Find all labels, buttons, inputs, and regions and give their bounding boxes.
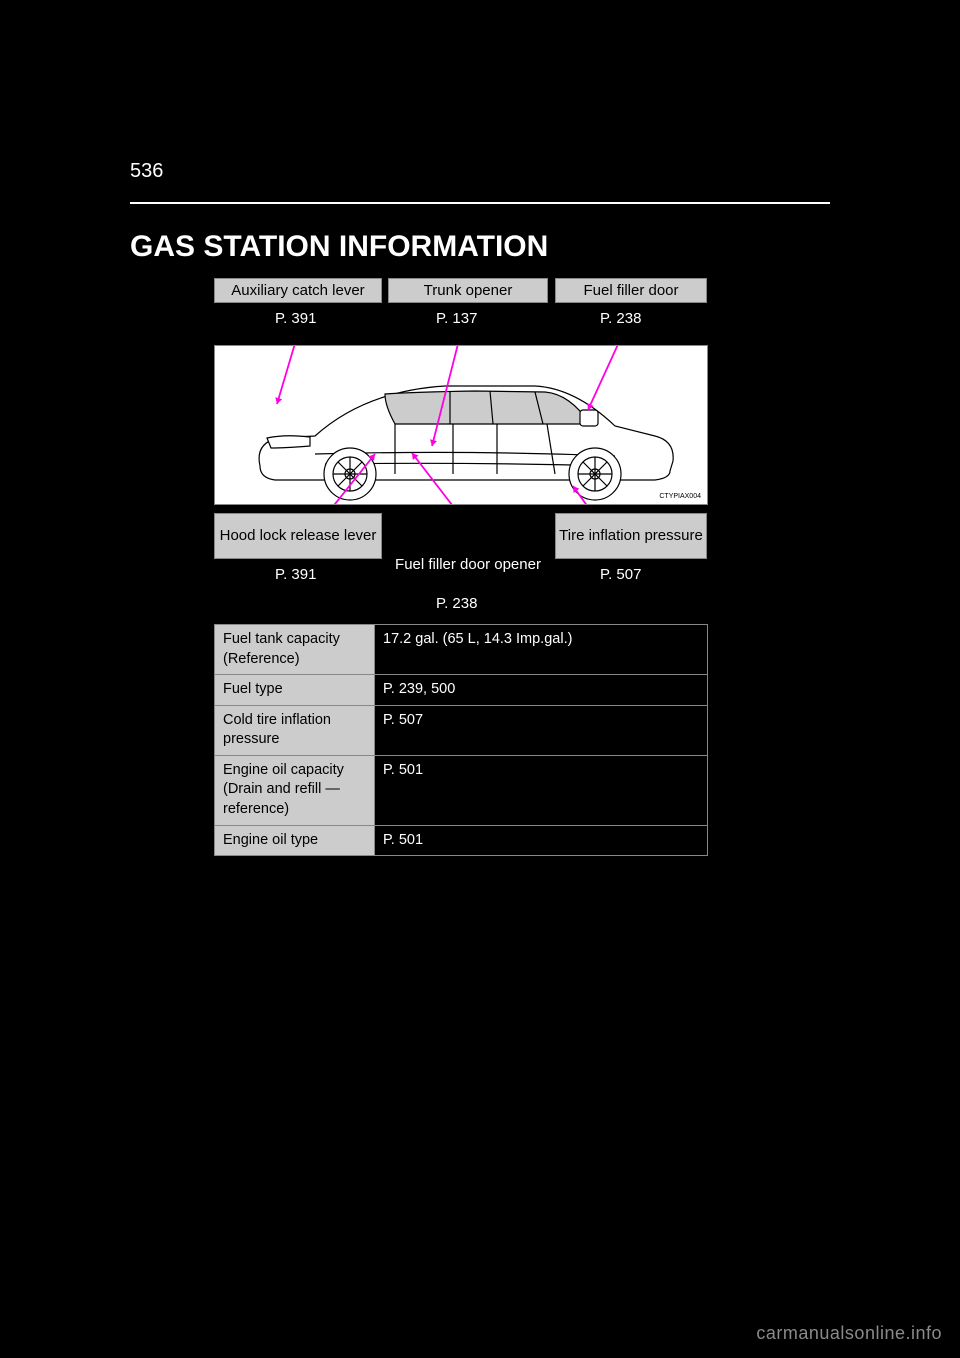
spec-label: Engine oil type [215,825,375,856]
spec-label: Fuel type [215,675,375,706]
watermark: carmanualsonline.info [756,1323,942,1344]
spec-value: P. 501 [375,825,708,856]
label-trunk-opener: Trunk opener [388,278,548,303]
rule [130,202,830,204]
table-row: Engine oil capacity (Drain and refill — … [215,755,708,825]
table-row: Fuel typeP. 239, 500 [215,675,708,706]
spec-table: Fuel tank capacity (Reference)17.2 gal. … [214,624,708,856]
label-hood-lock: Hood lock release lever [214,513,382,559]
ref-fuel-filler-opener: P. 238 [436,595,477,612]
car-diagram: CTYPIAX004 [214,345,708,505]
table-row: Engine oil typeP. 501 [215,825,708,856]
spec-value: 17.2 gal. (65 L, 14.3 Imp.gal.) [375,625,708,675]
table-row: Cold tire inflation pressureP. 507 [215,705,708,755]
car-svg [215,346,708,505]
spec-label: Fuel tank capacity (Reference) [215,625,375,675]
spec-label: Engine oil capacity (Drain and refill — … [215,755,375,825]
label-aux-catch: Auxiliary catch lever [214,278,382,303]
table-row: Fuel tank capacity (Reference)17.2 gal. … [215,625,708,675]
spec-value: P. 501 [375,755,708,825]
ref-hood-lock: P. 391 [275,566,316,583]
label-fuel-filler: Fuel filler door [555,278,707,303]
spec-value: P. 507 [375,705,708,755]
ref-aux-catch: P. 391 [275,310,316,327]
diagram-code: CTYPIAX004 [659,493,701,500]
page-number: 536 [130,160,163,183]
section-title: GAS STATION INFORMATION [130,230,548,264]
spec-value: P. 239, 500 [375,675,708,706]
spec-label: Cold tire inflation pressure [215,705,375,755]
ref-tire-inflation: P. 507 [600,566,641,583]
ref-fuel-filler: P. 238 [600,310,641,327]
label-tire-inflation: Tire inflation pressure [555,513,707,559]
ref-trunk-opener: P. 137 [436,310,477,327]
